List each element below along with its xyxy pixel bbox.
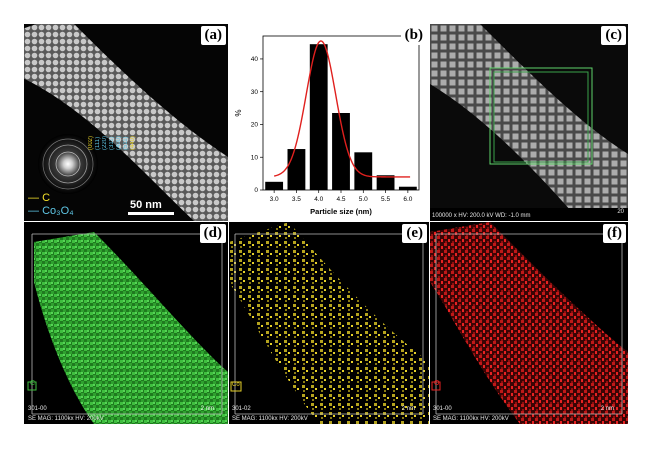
map-id: 301-02: [232, 406, 251, 412]
stem-darkfield-image: [430, 24, 628, 221]
ring-label: (111): [95, 136, 101, 151]
x-axis-label: Particle size (nm): [310, 207, 372, 216]
element-symbol: Co: [232, 382, 240, 388]
legend-c: — C: [28, 192, 50, 204]
scale-bar: [128, 212, 174, 215]
map-info-footer: SE MAG: 1100kx HV: 200kV: [232, 416, 308, 422]
element-symbol: C: [30, 380, 36, 387]
ring-label: (440): [130, 136, 136, 151]
map-scale: 2 nm: [600, 406, 614, 412]
panel-label-d: (d): [199, 224, 226, 243]
panel-b-histogram: 3.0 3.5 4.0 4.5 5.0 5.5 6.0 0 10 20 30 40 Particle s…: [229, 24, 429, 221]
panel-label-a: (a): [200, 26, 226, 45]
panel-a-tem-image: (a) 50 nm (002) (111) (220) (311) (400) …: [24, 24, 228, 221]
x-tick-label: 4.0: [314, 196, 323, 203]
map-info-footer: SE MAG: 1100kx HV: 200kV: [433, 416, 509, 422]
eds-map-oxygen: [430, 222, 628, 424]
panel-d-carbon-map: (d) C 301-00 SE MAG: 1100kx HV: 200kV 2 …: [24, 222, 228, 424]
x-tick-label: 6.0: [403, 196, 412, 203]
x-tick-label: 3.5: [292, 196, 301, 203]
y-tick-label: 40: [251, 56, 259, 63]
panel-f-oxygen-map: (f) O 301-00 SE MAG: 1100kx HV: 200kV 2 …: [430, 222, 628, 424]
x-tick-label: 5.0: [359, 196, 368, 203]
panel-label-f: (f): [603, 224, 626, 243]
particle-size-chart: 3.0 3.5 4.0 4.5 5.0 5.5 6.0 0 10 20 30 40 Particle s…: [234, 35, 420, 216]
y-tick-label: 0: [254, 187, 258, 194]
ring-label: (002): [88, 136, 94, 151]
histogram-bar: [287, 149, 306, 190]
map-id: 301-00: [433, 406, 452, 412]
ring-label: (511): [123, 136, 129, 151]
histogram-bar: [376, 175, 395, 190]
y-tick-label: 10: [251, 154, 259, 161]
eds-map-cobalt: [229, 222, 429, 424]
legend-text: Co₃O₄: [42, 205, 74, 217]
legend-marker: —: [28, 205, 39, 217]
histogram-bar: [332, 113, 350, 190]
panel-e-cobalt-map: (e) Co 301-02 SE MAG: 1100kx HV: 200kV 2…: [229, 222, 429, 424]
map-id: 301-00: [28, 406, 47, 412]
panel-c-stem-image: (c) 100000 x HV: 200.0 kV WD: -1.0 mm 20: [430, 24, 628, 221]
y-axis-label: %: [234, 109, 243, 116]
y-tick-label: 20: [251, 122, 259, 129]
legend-co3o4: — Co₃O₄: [28, 205, 74, 217]
panel-label-e: (e): [402, 224, 427, 243]
stem-scale-text: 20: [617, 209, 624, 215]
histogram-bar: [309, 44, 328, 190]
ring-label: (311): [109, 136, 115, 151]
saed-pattern: [38, 134, 98, 194]
map-scale: 2 nm: [401, 406, 415, 412]
histogram-bar: [265, 181, 284, 190]
panel-label-c: (c): [601, 26, 626, 45]
tem-nanofiber-image: [24, 24, 228, 221]
ring-label: (400): [116, 136, 122, 151]
histogram-bar: [398, 186, 417, 190]
x-tick-label: 3.0: [270, 196, 279, 203]
eds-map-carbon: [24, 222, 228, 424]
ring-label: (220): [102, 136, 108, 151]
panel-label-b: (b): [400, 26, 427, 45]
histogram-bar: [354, 152, 373, 190]
mapping-region-outer: [489, 67, 593, 165]
gaussian-fit-line: [274, 40, 411, 178]
y-tick-label: 30: [251, 89, 259, 96]
stem-info-footer: 100000 x HV: 200.0 kV WD: -1.0 mm: [432, 213, 531, 219]
element-symbol: O: [434, 380, 440, 387]
map-info-footer: SE MAG: 1100kx HV: 200kV: [28, 416, 104, 422]
map-scale: 2 nm: [200, 406, 214, 412]
legend-marker: —: [28, 192, 39, 204]
x-tick-label: 5.5: [381, 196, 390, 203]
legend-text: C: [42, 192, 51, 204]
scale-bar-label: 50 nm: [130, 199, 162, 211]
x-tick-label: 4.5: [336, 196, 345, 203]
saed-ring-labels: (002) (111) (220) (311) (400) (511) (440…: [88, 136, 136, 150]
mapping-region-inner: [493, 71, 589, 163]
